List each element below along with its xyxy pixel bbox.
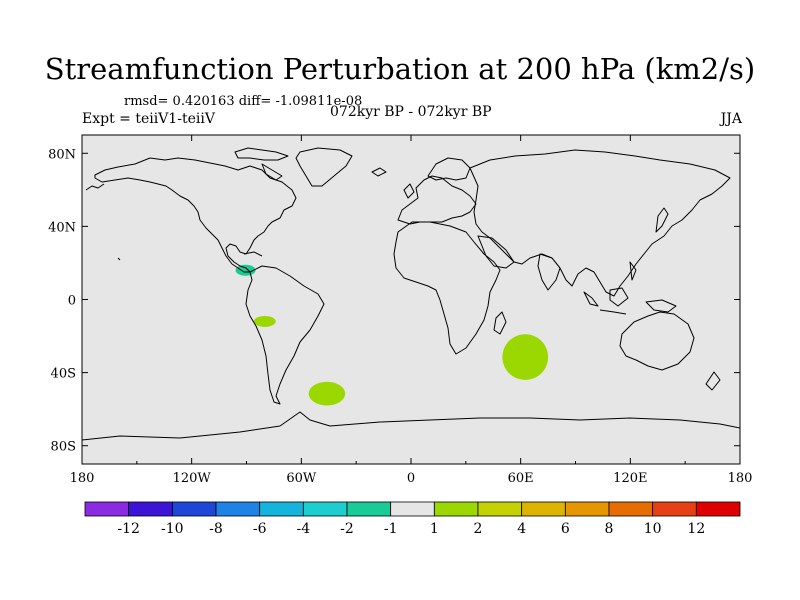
lon-tick-label: 180	[728, 471, 753, 486]
season-label: JJA	[720, 111, 742, 127]
coast-asia	[469, 149, 731, 297]
colorbar-label: 10	[644, 521, 662, 537]
experiment-label: Expt = teiiV1-teiiV	[82, 111, 215, 127]
colorbar-label: -2	[340, 521, 354, 537]
coast-new-guinea	[645, 299, 677, 313]
coast-madagascar	[493, 311, 507, 335]
coast-north-america	[94, 157, 297, 273]
lon-tick-label: 60E	[508, 471, 534, 486]
colorbar-label: 4	[517, 521, 526, 537]
coast-antarctica	[82, 411, 740, 441]
colorbar-swatch	[128, 501, 173, 517]
colorbar-swatch	[608, 501, 654, 517]
colorbar-swatch	[171, 501, 217, 517]
anomaly-indian-ocean-positive	[502, 334, 549, 380]
colorbar-swatch	[477, 501, 523, 517]
lat-tick-label: 80N	[48, 147, 76, 162]
colorbar-label: -8	[209, 521, 223, 537]
colorbar-labels: -12 -10 -8 -6 -4 -2 -1 1 2 4 6 8 10 12	[117, 521, 705, 537]
coastline-layer	[82, 147, 740, 441]
colorbar-label: -6	[253, 521, 267, 537]
coast-japan	[655, 207, 669, 233]
colorbar-label: -10	[161, 521, 184, 537]
lat-tick-label: 80S	[51, 440, 76, 455]
lon-tick-label: 60W	[286, 471, 317, 486]
latitude-labels: 80N 40N 0 40S 80S	[48, 147, 76, 454]
colorbar-swatch	[695, 501, 741, 517]
lat-tick-label: 40S	[51, 367, 76, 382]
colorbar-label: 6	[561, 521, 570, 537]
colorbar-label: -1	[384, 521, 398, 537]
colorbar-label: 12	[687, 521, 705, 537]
coast-new-zealand	[705, 371, 721, 391]
period-label: 072kyr BP - 072kyr BP	[330, 104, 492, 120]
coast-india	[537, 253, 561, 291]
colorbar-label: 8	[605, 521, 614, 537]
coast-arabia	[477, 235, 515, 269]
colorbar	[84, 501, 741, 517]
coast-borneo	[609, 287, 629, 307]
coast-cuba	[243, 251, 263, 257]
plot-title: Streamfunction Perturbation at 200 hPa (…	[44, 52, 756, 86]
colorbar-swatch	[215, 501, 261, 517]
colorbar-label: 1	[430, 521, 439, 537]
colorbar-label: -4	[297, 521, 311, 537]
coast-british-isles	[403, 183, 415, 199]
anomaly-peru-positive	[253, 315, 276, 327]
lon-tick-label: 120W	[173, 471, 212, 486]
coast-hawaii	[117, 257, 121, 261]
colorbar-label: 2	[474, 521, 483, 537]
colorbar-swatch	[346, 501, 392, 517]
coast-greenland	[295, 147, 353, 187]
lat-tick-label: 40N	[48, 220, 76, 235]
coast-alaska	[85, 183, 105, 191]
coast-philippines	[629, 261, 637, 281]
axis-ticks	[81, 135, 741, 464]
anomaly-south-atlantic-positive	[308, 381, 346, 406]
coast-iceland	[371, 167, 387, 177]
lon-tick-label: 120E	[613, 471, 647, 486]
longitude-labels: 180 120W 60W 0 60E 120E 180	[70, 471, 753, 486]
coast-australia	[619, 311, 695, 371]
coast-arctic-islands	[234, 147, 289, 161]
coast-java	[599, 309, 627, 315]
lon-tick-label: 0	[407, 471, 415, 486]
colorbar-swatch	[521, 501, 566, 517]
colorbar-swatch	[652, 501, 697, 517]
colorbar-swatch	[302, 501, 348, 517]
colorbar-label: -12	[117, 521, 140, 537]
colorbar-swatch	[84, 501, 130, 517]
coast-scandinavia	[427, 157, 471, 181]
lat-tick-label: 0	[68, 294, 76, 309]
colorbar-swatch	[564, 501, 610, 517]
coast-baffin	[261, 163, 283, 181]
coast-europe	[397, 175, 477, 225]
map-background	[82, 135, 740, 464]
colorbar-swatch	[433, 501, 479, 517]
coast-sumatra	[583, 291, 599, 307]
colorbar-swatch	[390, 501, 435, 517]
coast-africa	[393, 221, 501, 355]
colorbar-swatch	[259, 501, 304, 517]
lon-tick-label: 180	[70, 471, 95, 486]
coast-south-america	[245, 265, 325, 405]
stats-text: rmsd= 0.420163 diff= -1.09811e-08	[124, 94, 363, 109]
